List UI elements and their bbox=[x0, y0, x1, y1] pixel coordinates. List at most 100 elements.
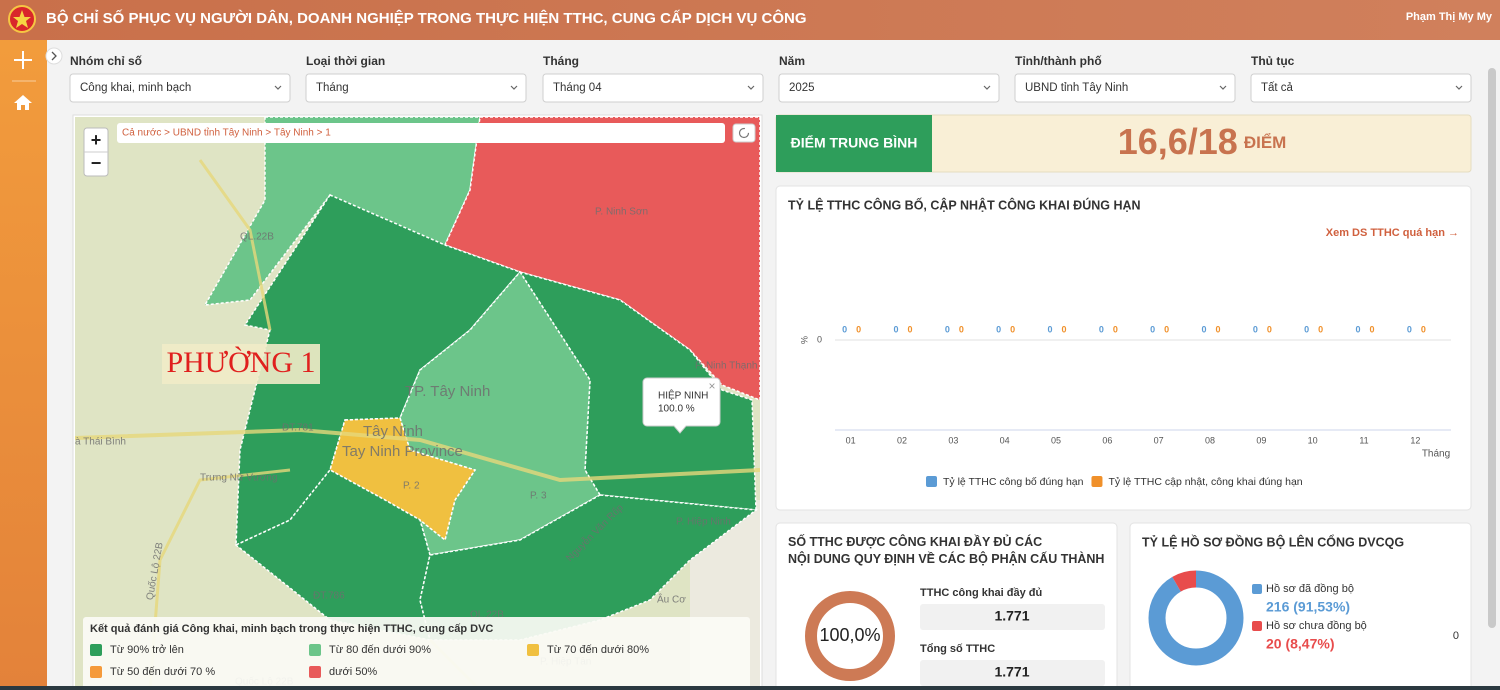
filter-label: Năm bbox=[779, 54, 805, 68]
y-axis-label: % bbox=[799, 336, 809, 344]
legend-label: Hồ sơ đã đồng bộ bbox=[1266, 583, 1354, 595]
bar-value-label: 0 bbox=[893, 324, 898, 334]
map-place-label: P. 2 bbox=[403, 481, 420, 492]
y-tick-label: 0 bbox=[817, 334, 822, 344]
filter-select[interactable] bbox=[1250, 73, 1472, 103]
map-region[interactable] bbox=[443, 117, 760, 401]
x-tick-label: 05 bbox=[1051, 435, 1061, 445]
filter-select[interactable] bbox=[778, 73, 1000, 103]
stat-label: TTHC công khai đầy đủ bbox=[920, 587, 1042, 599]
breadcrumb[interactable]: Cả nước > UBND tỉnh Tây Ninh > Tây Ninh … bbox=[122, 127, 331, 139]
legend-label[interactable]: Tỷ lệ TTHC công bố đúng hạn bbox=[943, 476, 1084, 488]
x-tick-label: 12 bbox=[1410, 435, 1420, 445]
x-tick-label: 03 bbox=[948, 435, 958, 445]
map-region[interactable] bbox=[399, 270, 602, 556]
legend-swatch bbox=[309, 666, 321, 678]
content: Nhóm chỉ số Công khai, minh bạch Loại thời… bbox=[69, 54, 1472, 690]
x-tick-label: 10 bbox=[1308, 435, 1318, 445]
bar-value-label: 0 bbox=[1369, 324, 1374, 334]
x-tick-label: 06 bbox=[1102, 435, 1112, 445]
map-road bbox=[198, 159, 272, 331]
filter-select[interactable] bbox=[69, 73, 291, 103]
chart-link[interactable]: Xem DS TTHC quá hạn → bbox=[1326, 227, 1459, 239]
select-chevron bbox=[1455, 85, 1463, 90]
legend-value: 216 (91,53%) bbox=[1266, 599, 1350, 615]
bar-value-label: 0 bbox=[856, 324, 861, 334]
legend-label[interactable]: Tỷ lệ TTHC cập nhật, công khai đúng hạn bbox=[1108, 476, 1302, 488]
map-place-label: P. Ninh Thạnh bbox=[695, 361, 757, 372]
stat-box bbox=[920, 660, 1105, 686]
stat-value: 1.771 bbox=[994, 664, 1029, 680]
home-icon[interactable] bbox=[14, 95, 32, 110]
map-region[interactable] bbox=[518, 270, 757, 511]
refresh-button[interactable] bbox=[732, 123, 756, 143]
stat-value: 1.771 bbox=[994, 608, 1029, 624]
zoom-in[interactable]: + bbox=[91, 130, 102, 150]
sidebar-toggle[interactable] bbox=[45, 47, 63, 65]
stat-box bbox=[920, 604, 1105, 630]
select-chevron bbox=[1219, 85, 1227, 90]
bar-value-label: 0 bbox=[1010, 324, 1015, 334]
map-place-label: à Thái Bình bbox=[75, 437, 126, 448]
bar-value-label: 0 bbox=[1267, 324, 1272, 334]
popup-value: 100.0 % bbox=[658, 404, 695, 415]
refresh-icon bbox=[738, 127, 750, 139]
logo-star bbox=[13, 10, 31, 28]
x-tick-label: 02 bbox=[897, 435, 907, 445]
scrollbar[interactable] bbox=[1488, 68, 1496, 628]
legend-label: Hồ sơ chưa đồng bộ bbox=[1266, 620, 1367, 632]
legend-value: 20 (8,47%) bbox=[1266, 636, 1334, 652]
filter-value: Tất cả bbox=[1261, 82, 1294, 94]
score-label-bg bbox=[776, 115, 932, 172]
toggle-chevron bbox=[51, 51, 57, 61]
map-place-label: ĐT.786 bbox=[313, 591, 345, 602]
x-tick-label: 01 bbox=[846, 435, 856, 445]
bar-value-label: 0 bbox=[1099, 324, 1104, 334]
filter-label: Nhóm chỉ số bbox=[70, 54, 142, 68]
zoom-out[interactable]: − bbox=[91, 153, 102, 173]
legend-swatch bbox=[1252, 584, 1262, 594]
filter-select[interactable] bbox=[1014, 73, 1236, 103]
user-name[interactable]: Phạm Thị My My bbox=[1406, 11, 1493, 23]
bar-value-label: 0 bbox=[1061, 324, 1066, 334]
panel-title: SỐ TTHC ĐƯỢC CÔNG KHAI ĐẦY ĐỦ CÁC NỘI DUN… bbox=[788, 534, 1104, 566]
filter-label: Loại thời gian bbox=[306, 54, 385, 68]
filter-select[interactable] bbox=[305, 73, 527, 103]
legend-swatch bbox=[1091, 476, 1103, 487]
bar-value-label: 0 bbox=[1201, 324, 1206, 334]
bar-value-label: 0 bbox=[1215, 324, 1220, 334]
filter-value: 2025 bbox=[789, 82, 815, 94]
x-tick-label: 04 bbox=[1000, 435, 1010, 445]
filter-value: UBND tỉnh Tây Ninh bbox=[1025, 82, 1128, 94]
legend-title: Kết quả đánh giá Công khai, minh bạch tr… bbox=[90, 623, 493, 635]
legend-label: Từ 90% trở lên bbox=[110, 644, 184, 656]
bar-value-label: 0 bbox=[1253, 324, 1258, 334]
legend-swatch bbox=[1252, 621, 1262, 631]
filter-select[interactable] bbox=[542, 73, 764, 103]
popup-close[interactable]: × bbox=[708, 379, 715, 393]
highlight-bg bbox=[162, 344, 320, 384]
chart-title: TỶ LỆ TTHC CÔNG BỐ, CẬP NHẬT CÔNG KHAI Đ… bbox=[788, 197, 1141, 212]
bar-value-label: 0 bbox=[1304, 324, 1309, 334]
filter-value: Tháng bbox=[316, 82, 349, 94]
map-place-label: Tay Ninh Province bbox=[342, 443, 463, 460]
chart-panel bbox=[775, 185, 1472, 511]
bar-value-label: 0 bbox=[945, 324, 950, 334]
map[interactable]: P. Ninh Sơn P. Ninh Thạnh TP. Tây Ninh Tây … bbox=[75, 117, 760, 690]
map-place-label: QL.22B bbox=[470, 610, 504, 621]
score-number: 16,6/18 bbox=[1118, 121, 1238, 162]
bar-value-label: 0 bbox=[1355, 324, 1360, 334]
panel-title: TỶ LỆ HỒ SƠ ĐỒNG BỘ LÊN CỔNG DVCQG bbox=[1142, 534, 1404, 549]
legend-label: dưới 50% bbox=[329, 666, 377, 678]
map-place-label: TP. Tây Ninh bbox=[405, 383, 490, 400]
bar-value-label: 0 bbox=[1113, 324, 1118, 334]
bar-value-label: 0 bbox=[1421, 324, 1426, 334]
bar-value-label: 0 bbox=[1047, 324, 1052, 334]
bar-value-label: 0 bbox=[1407, 324, 1412, 334]
bar-value-label: 0 bbox=[842, 324, 847, 334]
map-road bbox=[75, 427, 760, 483]
header-title: BỘ CHỈ SỐ PHỤC VỤ NGƯỜI DÂN, DOANH NGHIỆ… bbox=[46, 9, 807, 27]
menu-icon[interactable] bbox=[14, 51, 32, 69]
bar-value-label: 0 bbox=[1150, 324, 1155, 334]
